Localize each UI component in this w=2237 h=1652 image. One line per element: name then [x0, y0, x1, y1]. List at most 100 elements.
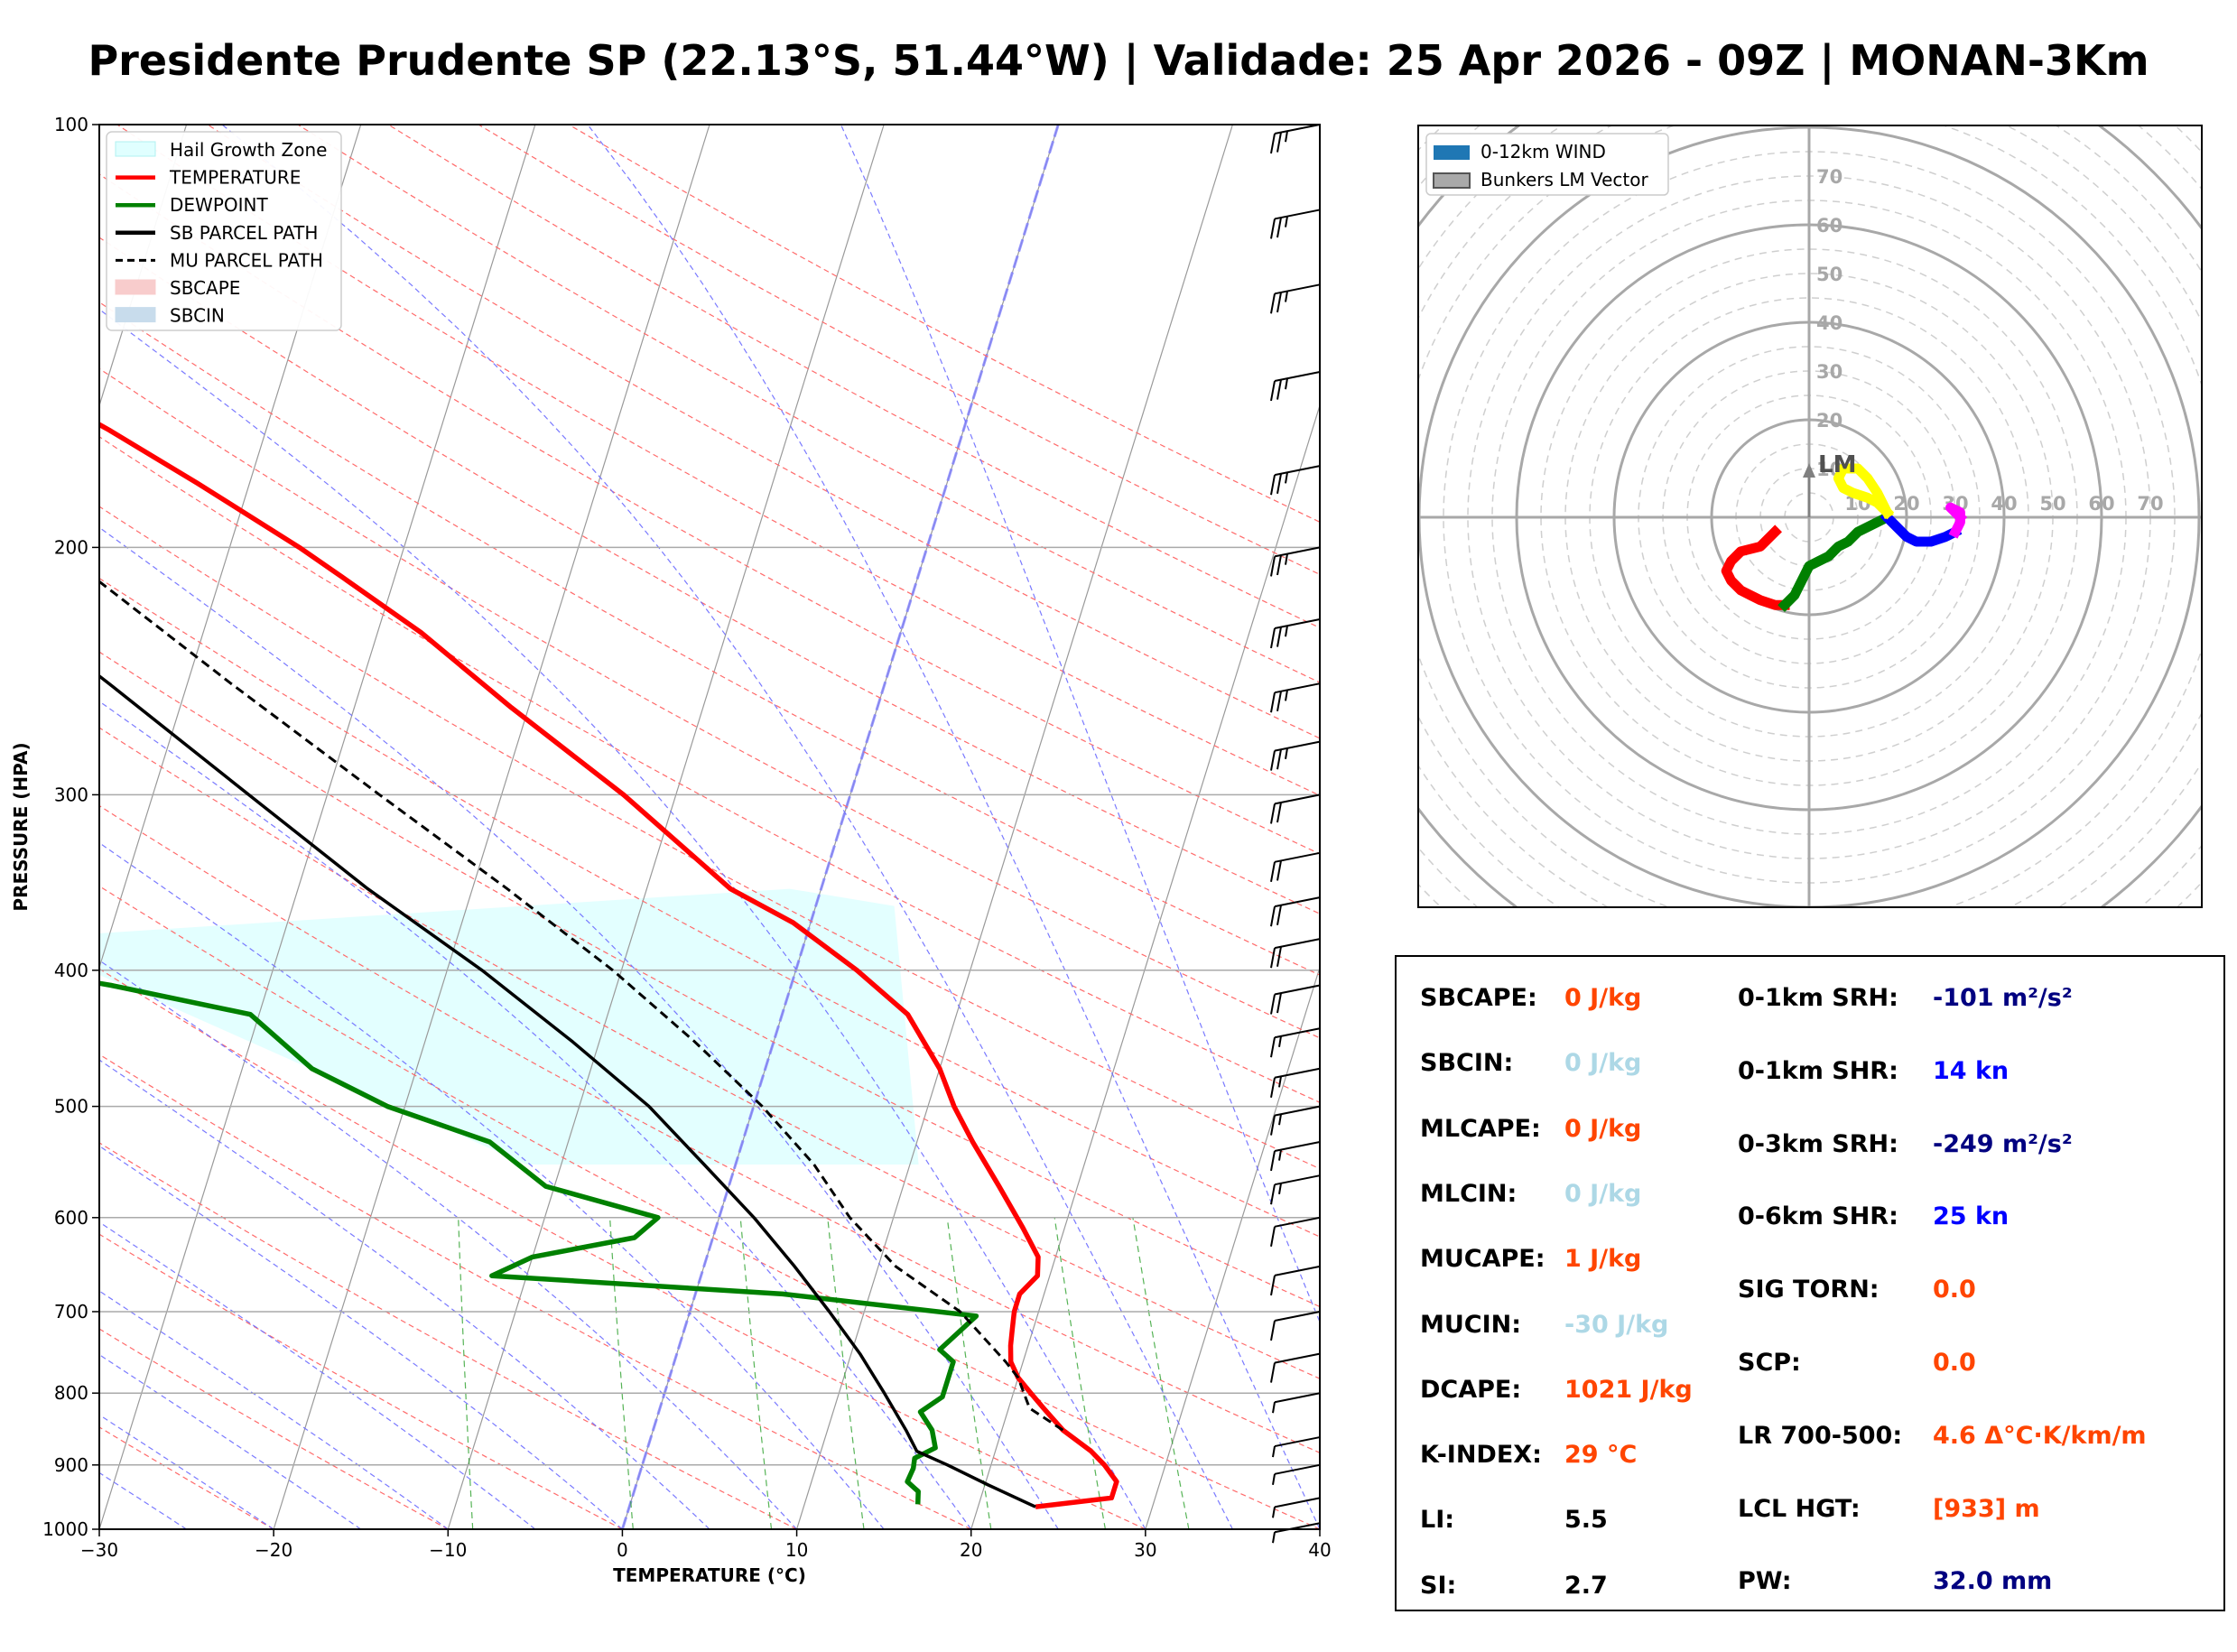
mixing-ratio-line: [609, 1217, 634, 1529]
wind-barb: [1270, 371, 1321, 402]
wind-barb: [1270, 1027, 1321, 1058]
mixing-ratio-line: [1054, 1217, 1106, 1529]
dry-adiabat: [99, 968, 1146, 1529]
hodograph-tick-label: 40: [1816, 312, 1843, 334]
freezing-isotherm: [620, 125, 1060, 1529]
hodograph-tick-label: 60: [2088, 493, 2114, 515]
dry-adiabat: [99, 651, 1320, 1308]
legend-box: [106, 131, 342, 331]
dry-adiabat: [207, 125, 1320, 739]
moist-adiabat: [99, 701, 972, 1529]
moist-adiabat: [99, 960, 798, 1529]
stat-value: 25 kn: [1933, 1202, 2010, 1231]
stat-label: LI:: [1420, 1506, 1455, 1535]
stat-label: PW:: [1738, 1567, 1792, 1596]
temperature-line: [99, 422, 1119, 1509]
isotherm-line: [447, 125, 885, 1529]
stat-label: SCP:: [1738, 1349, 1801, 1377]
pressure-tick-label: 400: [54, 960, 88, 981]
pressure-tick-label: 100: [54, 114, 88, 135]
legend-label: TEMPERATURE: [169, 167, 301, 189]
x-axis-label: TEMPERATURE (°C): [613, 1564, 806, 1586]
legend-label: DEWPOINT: [170, 194, 268, 216]
hodograph-tick-label: 20: [1816, 410, 1843, 432]
isotherm-line: [273, 125, 710, 1529]
dry-adiabat: [99, 1233, 623, 1529]
isotherm-line: [99, 125, 362, 970]
legend-label: SB PARCEL PATH: [170, 222, 318, 244]
stat-label: SBCIN:: [1420, 1049, 1514, 1078]
dry-adiabat: [99, 506, 1320, 1170]
stat-label: MLCAPE:: [1420, 1114, 1541, 1143]
temperature-tick-label: 30: [1134, 1539, 1156, 1561]
stat-label: SBCAPE:: [1420, 984, 1537, 1012]
temperature-tick-label: −10: [429, 1539, 467, 1561]
wind-barb: [1270, 1265, 1321, 1296]
legend-swatch: [115, 279, 156, 295]
pressure-tick-label: 300: [54, 784, 88, 805]
dry-adiabat: [99, 885, 1320, 1529]
hodograph-tick-label: 70: [2137, 493, 2163, 515]
stat-label: LR 700-500:: [1738, 1421, 1903, 1450]
wind-barb: [1270, 465, 1321, 496]
temperature-tick-label: −30: [80, 1539, 118, 1561]
stat-value: 0 J/kg: [1564, 1049, 1642, 1078]
y-axis-label: PRESSURE (HPA): [10, 742, 32, 911]
pressure-tick-label: 600: [54, 1207, 88, 1229]
stat-label: 0-1km SRH:: [1738, 984, 1898, 1012]
stat-value: 2.7: [1564, 1571, 1608, 1600]
moist-adiabat: [99, 1290, 449, 1529]
legend-label: Bunkers LM Vector: [1481, 169, 1649, 190]
isotherm-line: [970, 404, 1320, 1529]
mixing-ratio-line: [946, 1217, 992, 1529]
temperature-tick-label: 0: [617, 1539, 628, 1561]
wind-barb: [1270, 1067, 1321, 1098]
hodograph-segment-1-3km: [1778, 510, 1894, 612]
dry-adiabat: [99, 436, 1320, 1103]
wind-barb: [1270, 1140, 1321, 1172]
moist-adiabat: [99, 1145, 623, 1529]
hodograph-tick-label: 40: [1991, 493, 2017, 515]
isotherm-line: [99, 125, 188, 408]
wind-barb: [1270, 896, 1321, 927]
moist-adiabat: [99, 841, 885, 1529]
hodograph-tick-label: 30: [1816, 361, 1843, 383]
hodograph-tick-label: 50: [2039, 493, 2065, 515]
moist-adiabat: [99, 1221, 536, 1529]
stat-value: 32.0 mm: [1933, 1567, 2053, 1596]
stat-label: MLCIN:: [1420, 1179, 1518, 1208]
stat-value: 29 °C: [1564, 1441, 1638, 1470]
sb-parcel-line: [99, 673, 1036, 1508]
stat-label: LCL HGT:: [1738, 1494, 1861, 1523]
wind-barb: [1270, 794, 1321, 824]
moist-adiabat: [840, 125, 1320, 1323]
pressure-tick-label: 500: [54, 1096, 88, 1118]
legend-label: SBCAPE: [170, 277, 240, 299]
hodograph-tick-label: 70: [1816, 166, 1843, 188]
parameters-panel: SBCAPE: 0 J/kg SBCIN: 0 J/kg MLCAPE: 0 J/kg ML…: [1395, 955, 2225, 1611]
stat-value: 0 J/kg: [1564, 984, 1642, 1012]
stat-label: SI:: [1420, 1571, 1457, 1600]
wind-barb: [1270, 1310, 1321, 1341]
stat-value: 5.5: [1564, 1506, 1608, 1535]
wind-barb: [1270, 283, 1321, 314]
bunkers-lm-arrowhead: [1803, 463, 1815, 478]
stat-value: 1021 J/kg: [1564, 1375, 1693, 1404]
wind-barb: [1272, 1497, 1321, 1518]
stat-value: -101 m²/s²: [1933, 984, 2073, 1012]
dry-adiabat: [99, 727, 1320, 1379]
hodograph-segment-0-1km: [1721, 524, 1790, 610]
wind-barb: [1270, 546, 1321, 577]
stat-value: [933] m: [1933, 1494, 2040, 1523]
stat-label: 0-6km SHR:: [1738, 1202, 1898, 1231]
mixing-ratio-line: [1132, 1217, 1190, 1529]
hail-growth-zone: [99, 888, 919, 1165]
stat-value: 0 J/kg: [1564, 1114, 1642, 1143]
stat-label: 0-1km SHR:: [1738, 1056, 1898, 1085]
pressure-tick-label: 1000: [42, 1518, 88, 1540]
stat-value: -249 m²/s²: [1933, 1129, 2073, 1158]
legend-box: [1425, 133, 1669, 196]
mixing-ratio-line: [458, 1217, 474, 1529]
hodograph-segment-3-6km: [1880, 510, 1963, 547]
